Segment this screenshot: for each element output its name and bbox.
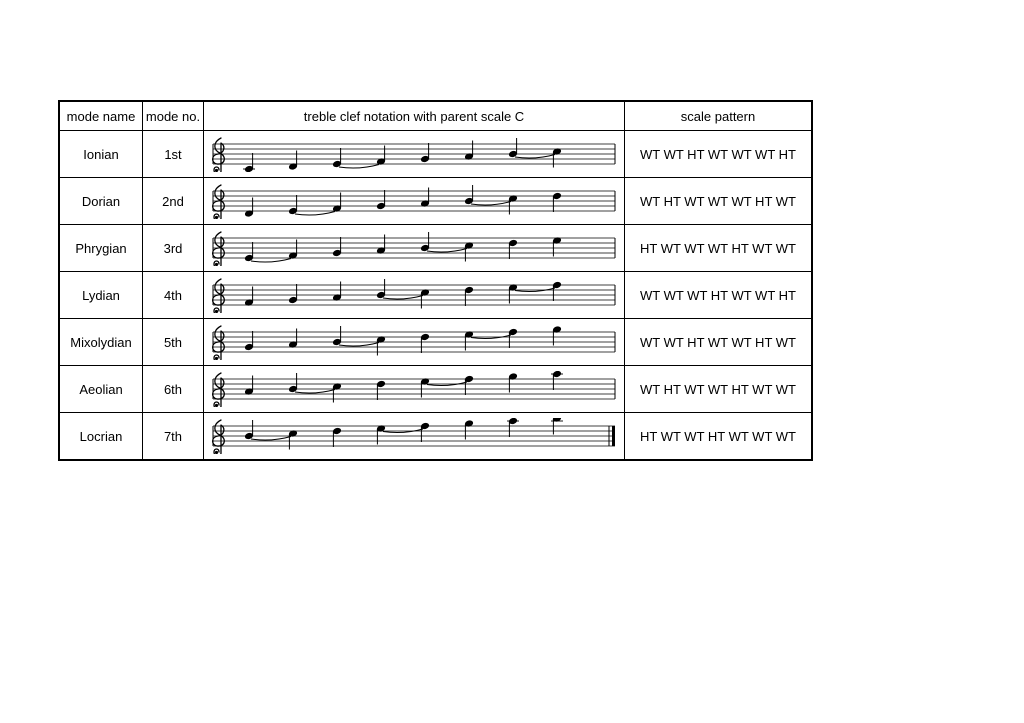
mode-no-cell: 7th <box>143 413 204 461</box>
header-notation: treble clef notation with parent scale C <box>204 101 625 131</box>
mode-name-cell: Ionian <box>59 131 143 178</box>
notation-cell <box>204 225 625 272</box>
mode-name-cell: Dorian <box>59 178 143 225</box>
staff-svg <box>209 418 619 454</box>
table-row: Dorian2nd WT HT WT WT WT HT WT <box>59 178 812 225</box>
scale-pattern-cell: WT WT WT HT WT WT HT <box>625 272 813 319</box>
mode-no-cell: 4th <box>143 272 204 319</box>
modes-tbody: Ionian1st WT WT HT WT WT WT HT Dorian2nd WT… <box>59 131 812 461</box>
staff-svg <box>209 371 619 407</box>
staff-svg <box>209 230 619 266</box>
table-row: Locrian7th HT WT WT HT WT WT WT <box>59 413 812 461</box>
modes-table: mode name mode no. treble clef notation … <box>58 100 813 461</box>
staff-svg <box>209 136 619 172</box>
notation-cell <box>204 319 625 366</box>
scale-pattern-cell: WT HT WT WT HT WT WT <box>625 366 813 413</box>
scale-pattern-cell: WT HT WT WT WT HT WT <box>625 178 813 225</box>
notation-cell <box>204 131 625 178</box>
table-row: Phrygian3rd HT WT WT WT HT WT WT <box>59 225 812 272</box>
notation-cell <box>204 178 625 225</box>
mode-name-cell: Aeolian <box>59 366 143 413</box>
page: mode name mode no. treble clef notation … <box>0 0 1024 723</box>
mode-name-cell: Mixolydian <box>59 319 143 366</box>
staff-svg <box>209 183 619 219</box>
scale-pattern-cell: WT WT HT WT WT HT WT <box>625 319 813 366</box>
header-scale-pattern: scale pattern <box>625 101 813 131</box>
mode-no-cell: 3rd <box>143 225 204 272</box>
notation-cell <box>204 413 625 461</box>
staff-svg <box>209 324 619 360</box>
mode-name-cell: Locrian <box>59 413 143 461</box>
header-mode-name: mode name <box>59 101 143 131</box>
scale-pattern-cell: WT WT HT WT WT WT HT <box>625 131 813 178</box>
mode-name-cell: Lydian <box>59 272 143 319</box>
mode-no-cell: 2nd <box>143 178 204 225</box>
notation-cell <box>204 366 625 413</box>
scale-pattern-cell: HT WT WT HT WT WT WT <box>625 413 813 461</box>
mode-name-cell: Phrygian <box>59 225 143 272</box>
header-mode-no: mode no. <box>143 101 204 131</box>
header-row: mode name mode no. treble clef notation … <box>59 101 812 131</box>
table-row: Lydian4th WT WT WT HT WT WT HT <box>59 272 812 319</box>
staff-svg <box>209 277 619 313</box>
table-row: Aeolian6th WT HT WT WT HT WT WT <box>59 366 812 413</box>
mode-no-cell: 5th <box>143 319 204 366</box>
notation-cell <box>204 272 625 319</box>
table-row: Mixolydian5th WT WT HT WT WT HT WT <box>59 319 812 366</box>
mode-no-cell: 6th <box>143 366 204 413</box>
mode-no-cell: 1st <box>143 131 204 178</box>
table-row: Ionian1st WT WT HT WT WT WT HT <box>59 131 812 178</box>
scale-pattern-cell: HT WT WT WT HT WT WT <box>625 225 813 272</box>
